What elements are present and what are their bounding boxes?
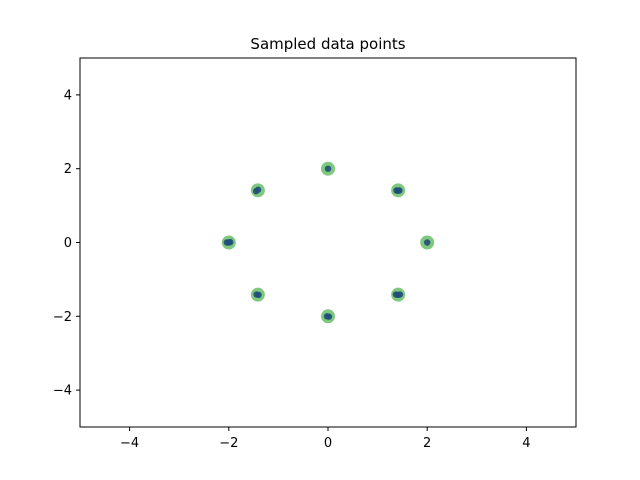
x-tick-label-2: 0 [324,436,332,451]
sample-point-3 [396,187,403,194]
sample-point-16 [254,186,262,193]
sample-point-7 [396,291,404,298]
y-axis: −4 −2 0 2 4 [53,88,80,399]
y-tick-label-1: −2 [53,310,72,325]
plot-frame [79,57,577,428]
chart-title: Sampled data points [250,35,405,53]
sample-point-9 [325,313,333,320]
y-tick-label-0: −4 [53,384,72,399]
plot-marks [221,161,435,324]
x-axis: −4 −2 0 2 4 [120,427,531,451]
y-tick-label-2: 0 [64,236,72,251]
sample-point-11 [255,291,262,299]
x-tick-label-1: −2 [219,436,238,451]
sample-point-4 [424,239,431,246]
x-tick-label-4: 4 [522,436,530,451]
sample-point-14 [227,238,234,246]
x-tick-label-3: 2 [423,436,431,451]
x-tick-label-0: −4 [120,436,139,451]
sample-point-0 [324,165,332,172]
y-tick-label-4: 4 [64,88,72,103]
y-tick-label-3: 2 [64,162,72,177]
